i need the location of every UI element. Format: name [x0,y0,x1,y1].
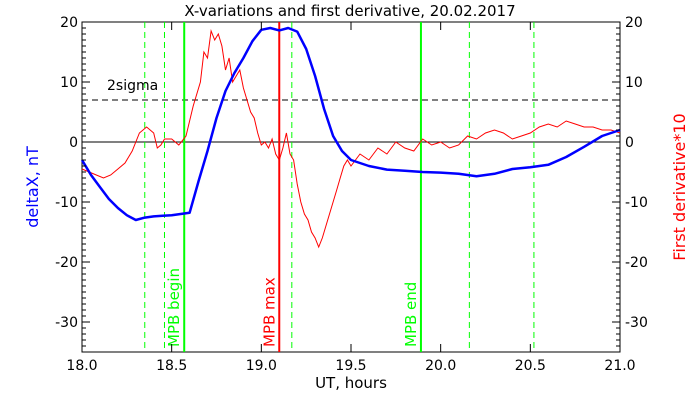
deltax-series-line [80,26,621,222]
x-tick-label: 18.0 [66,358,97,374]
y-tick-label-left: 0 [69,135,78,151]
x-tick-label: 19.0 [246,358,277,374]
x-tick-label: 20.5 [515,358,546,374]
y-tick-label-left: 10 [60,75,78,91]
ticks-layer: 18.0 18.5 19.0 19.5 20.0 20.5 21.0 20 20 10 10 0 0 -1… [55,15,648,374]
x-tick-label: 19.5 [335,358,366,374]
plot-frame [81,21,621,353]
y-tick-label-left: -30 [55,315,78,331]
y-tick-label-right: 0 [625,135,634,151]
sigma-label: 2sigma [107,78,158,94]
y-tick-label-left: 20 [60,15,78,31]
vertical-marker-label: MPB begin [165,268,183,347]
markers-layer: MPB begin MPB max MPB end [82,22,620,352]
y-tick-label-left: -20 [55,255,78,271]
y-tick-label-right: -20 [625,255,648,271]
chart-title: X-variations and first derivative, 20.02… [184,2,515,20]
x-tick-label: 21.0 [604,358,635,374]
x-tick-label: 20.0 [425,358,456,374]
y-tick-label-right: 20 [625,15,643,31]
vertical-marker-label: MPB end [402,282,420,347]
y-tick-label-right: -30 [625,315,648,331]
y-tick-label-right: 10 [625,75,643,91]
vertical-marker-label: MPB max [260,277,278,347]
y-axis-label-left: deltaX, nT [23,146,42,228]
y-tick-label-right: -10 [625,195,648,211]
y-tick-label-left: -10 [55,195,78,211]
series-layer [80,26,621,249]
x-axis-label: UT, hours [315,374,387,392]
derivative-series-line [81,29,621,249]
x-tick-label: 18.5 [156,358,187,374]
y-axis-label-right: First derivative*10 [670,113,689,260]
